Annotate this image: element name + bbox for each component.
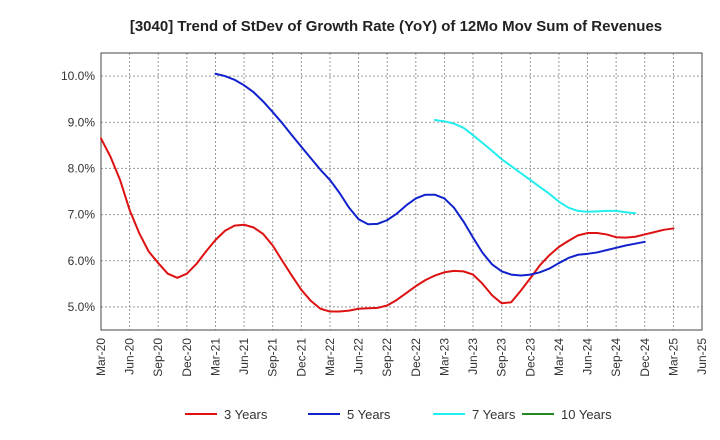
x-tick-label: Dec-23	[523, 338, 537, 377]
x-tick-label: Mar-23	[437, 338, 451, 376]
x-tick-label: Jun-20	[123, 338, 137, 375]
x-tick-label: Jun-23	[466, 338, 480, 375]
x-tick-label: Dec-24	[638, 338, 652, 377]
y-tick-label: 7.0%	[68, 208, 96, 222]
y-tick-label: 9.0%	[68, 115, 96, 129]
y-tick-label: 5.0%	[68, 300, 96, 314]
y-tick-label: 10.0%	[61, 69, 95, 83]
x-tick-label: Jun-25	[695, 338, 709, 375]
x-axis-ticks: Mar-20 Jun-20 Sep-20 Dec-20 Mar-21 Jun-21 Sep-…	[94, 338, 709, 377]
series-line-3-years	[100, 137, 675, 313]
x-tick-label: Dec-22	[409, 338, 423, 377]
x-tick-label: Jun-22	[352, 338, 366, 375]
legend: 3 Years 5 Years 7 Years 10 Years	[185, 407, 612, 422]
x-tick-label: Mar-24	[552, 338, 566, 376]
x-tick-label: Sep-22	[380, 338, 394, 377]
x-tick-label: Mar-21	[208, 338, 222, 376]
legend-label-10-years: 10 Years	[561, 407, 612, 422]
series-layer	[100, 72, 675, 313]
x-tick-label: Mar-22	[323, 338, 337, 376]
x-tick-label: Mar-20	[94, 338, 108, 376]
legend-label-7-years: 7 Years	[472, 407, 516, 422]
legend-label-3-years: 3 Years	[224, 407, 268, 422]
x-tick-label: Mar-25	[666, 338, 680, 376]
x-tick-label: Sep-20	[151, 338, 165, 377]
x-tick-label: Jun-24	[581, 338, 595, 375]
plot-area	[101, 53, 702, 330]
x-tick-label: Dec-21	[294, 338, 308, 377]
y-tick-label: 8.0%	[68, 161, 96, 175]
x-tick-label: Sep-23	[495, 338, 509, 377]
x-tick-label: Sep-24	[609, 338, 623, 377]
x-tick-label: Jun-21	[237, 338, 251, 375]
grid-layer	[101, 53, 702, 330]
plot-border	[100, 52, 703, 331]
x-tick-label: Dec-20	[180, 338, 194, 377]
series-line-5-years	[214, 72, 646, 277]
legend-label-5-years: 5 Years	[347, 407, 391, 422]
x-tick-label: Sep-21	[266, 338, 280, 377]
y-tick-label: 6.0%	[68, 254, 96, 268]
y-axis-ticks: 5.0% 6.0% 7.0% 8.0% 9.0% 10.0%	[61, 69, 95, 314]
chart-title: [3040] Trend of StDev of Growth Rate (Yo…	[130, 18, 662, 35]
series-line-7-years	[433, 118, 637, 215]
